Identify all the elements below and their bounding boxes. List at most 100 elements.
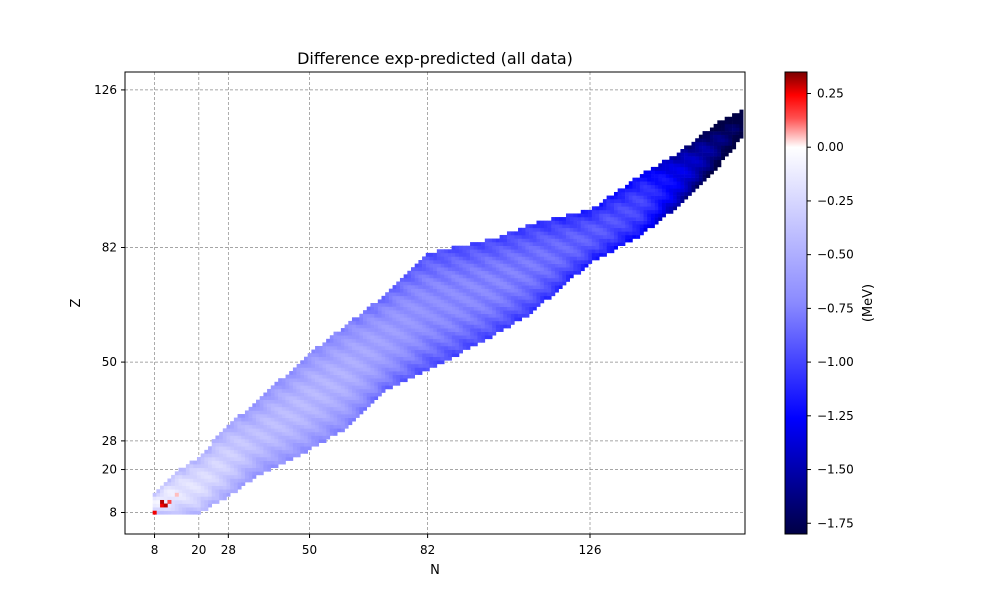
data-cell-1698 xyxy=(425,335,430,340)
data-cell-1973 xyxy=(455,245,460,250)
data-cell-265 xyxy=(222,460,227,465)
data-cell-1629 xyxy=(418,356,423,361)
data-cell-3354 xyxy=(713,131,718,135)
data-cell-732 xyxy=(300,414,305,418)
data-cell-2887 xyxy=(602,224,607,229)
data-cell-2350 xyxy=(506,281,511,286)
data-cell-1109 xyxy=(348,328,353,332)
data-cell-1262 xyxy=(370,367,375,372)
data-cell-1313 xyxy=(377,374,382,379)
data-cell-2259 xyxy=(495,328,500,332)
data-cell-1337 xyxy=(381,381,386,386)
data-cell-836 xyxy=(315,417,320,422)
data-cell-2062 xyxy=(470,342,475,347)
data-cell-3318 xyxy=(706,174,711,178)
data-cell-1755 xyxy=(433,360,438,365)
data-cell-2344 xyxy=(506,303,511,307)
data-cell-2705 xyxy=(562,249,567,254)
data-cell-2186 xyxy=(484,299,489,304)
data-cell-2040 xyxy=(466,320,471,325)
data-cell-2037 xyxy=(466,331,471,336)
data-cell-998 xyxy=(337,424,342,429)
data-cell-543 xyxy=(270,406,275,411)
data-cell-68 xyxy=(178,492,183,497)
data-cell-1300 xyxy=(374,328,379,332)
data-cell-2099 xyxy=(473,313,478,318)
data-cell-2045 xyxy=(466,303,471,307)
data-cell-770 xyxy=(303,371,308,375)
data-cell-2002 xyxy=(458,249,463,254)
data-cell-828 xyxy=(311,349,316,354)
data-cell-1399 xyxy=(388,349,393,354)
data-cell-2362 xyxy=(506,238,511,243)
data-cell-1033 xyxy=(340,399,345,404)
data-cell-1962 xyxy=(455,285,460,289)
data-cell-566 xyxy=(274,406,279,411)
data-cell-2207 xyxy=(488,324,493,329)
data-cell-1926 xyxy=(451,303,456,307)
data-cell-971 xyxy=(333,421,338,426)
data-cell-1743 xyxy=(429,288,434,293)
data-cell-2577 xyxy=(540,260,545,264)
data-cell-2460 xyxy=(521,249,526,254)
data-cell-2219 xyxy=(488,281,493,286)
data-cell-3223 xyxy=(680,181,685,186)
data-cell-738 xyxy=(300,392,305,397)
data-cell-377 xyxy=(244,478,249,483)
data-cell-2975 xyxy=(625,238,630,243)
data-cell-989 xyxy=(333,356,338,361)
data-cell-716 xyxy=(296,381,301,386)
data-cell-2231 xyxy=(488,238,493,243)
data-cell-682 xyxy=(292,414,297,418)
data-cell-2691 xyxy=(558,231,563,236)
data-cell-1287 xyxy=(374,374,379,379)
data-cell-2745 xyxy=(569,234,574,239)
data-cell-626 xyxy=(285,442,290,447)
data-cell-1101 xyxy=(348,356,353,361)
data-cell-1778 xyxy=(433,277,438,282)
data-cell-2366 xyxy=(510,317,515,322)
data-cell-320 xyxy=(233,471,238,476)
data-cell-1203 xyxy=(363,385,368,390)
data-cell-2188 xyxy=(484,292,489,297)
data-cell-1762 xyxy=(433,335,438,340)
data-cell-1782 xyxy=(433,263,438,268)
data-cell-684 xyxy=(292,406,297,411)
data-cell-3385 xyxy=(724,138,729,143)
data-cell-2090 xyxy=(470,242,475,246)
data-cell-1791 xyxy=(436,342,441,347)
data-cell-2253 xyxy=(492,256,497,261)
data-cell-1264 xyxy=(370,360,375,365)
data-cell-13 xyxy=(160,510,165,515)
data-cell-621 xyxy=(281,378,286,383)
data-cell-151 xyxy=(200,499,205,504)
data-cell-1119 xyxy=(351,392,356,397)
data-cell-197 xyxy=(208,449,213,454)
data-cell-2448 xyxy=(521,292,526,297)
data-cell-740 xyxy=(300,385,305,390)
data-cell-2138 xyxy=(477,274,482,279)
data-cell-2145 xyxy=(477,249,482,254)
data-cell-24 xyxy=(163,499,168,504)
data-cell-2778 xyxy=(577,238,582,243)
data-cell-881 xyxy=(318,353,323,358)
data-cell-3042 xyxy=(639,231,644,236)
data-cell-1441 xyxy=(392,295,397,300)
data-cell-1832 xyxy=(440,310,445,315)
data-cell-679 xyxy=(292,424,297,429)
data-cell-1081 xyxy=(344,328,349,332)
data-cell-2602 xyxy=(543,249,548,254)
data-cell-201 xyxy=(211,492,216,497)
data-cell-49 xyxy=(171,478,176,483)
data-cell-1471 xyxy=(396,288,401,293)
data-cell-3183 xyxy=(669,170,674,175)
data-cell-1110 xyxy=(348,324,353,329)
data-cell-1461 xyxy=(396,324,401,329)
data-cell-2248 xyxy=(492,274,497,279)
data-cell-2225 xyxy=(488,260,493,264)
data-cell-2907 xyxy=(606,206,611,211)
data-cell-3045 xyxy=(639,220,644,225)
data-cell-1684 xyxy=(422,270,427,275)
data-cell-1943 xyxy=(455,353,460,358)
data-cell-2748 xyxy=(569,224,574,229)
